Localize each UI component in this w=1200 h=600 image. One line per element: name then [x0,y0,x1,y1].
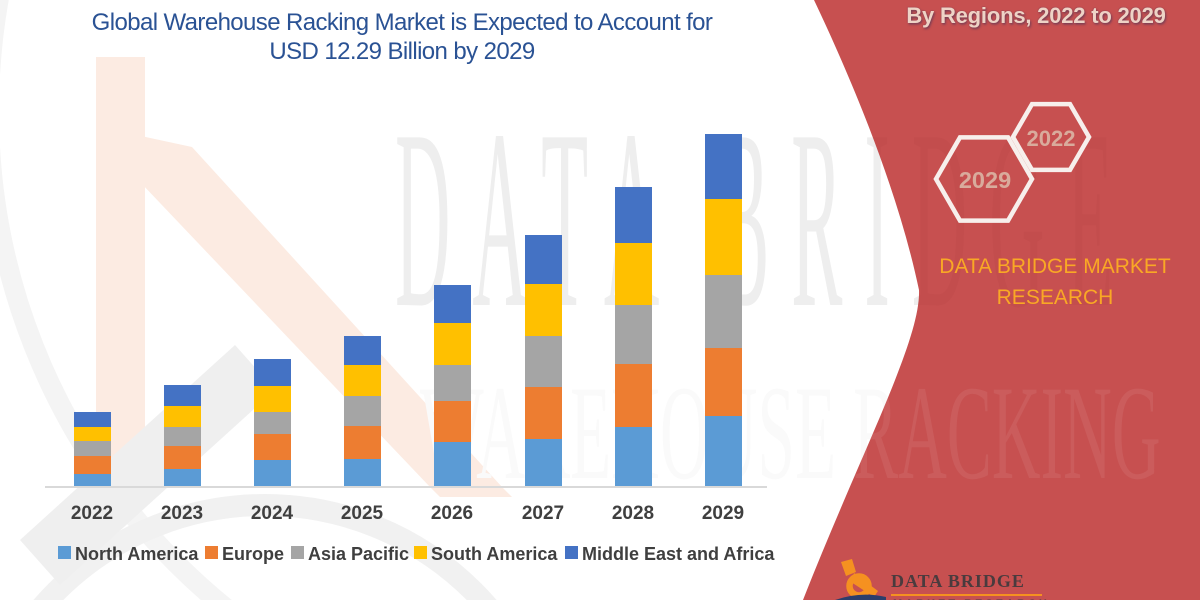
svg-text:WAREHOUSE RACKING: WAREHOUSE RACKING [420,359,1161,508]
